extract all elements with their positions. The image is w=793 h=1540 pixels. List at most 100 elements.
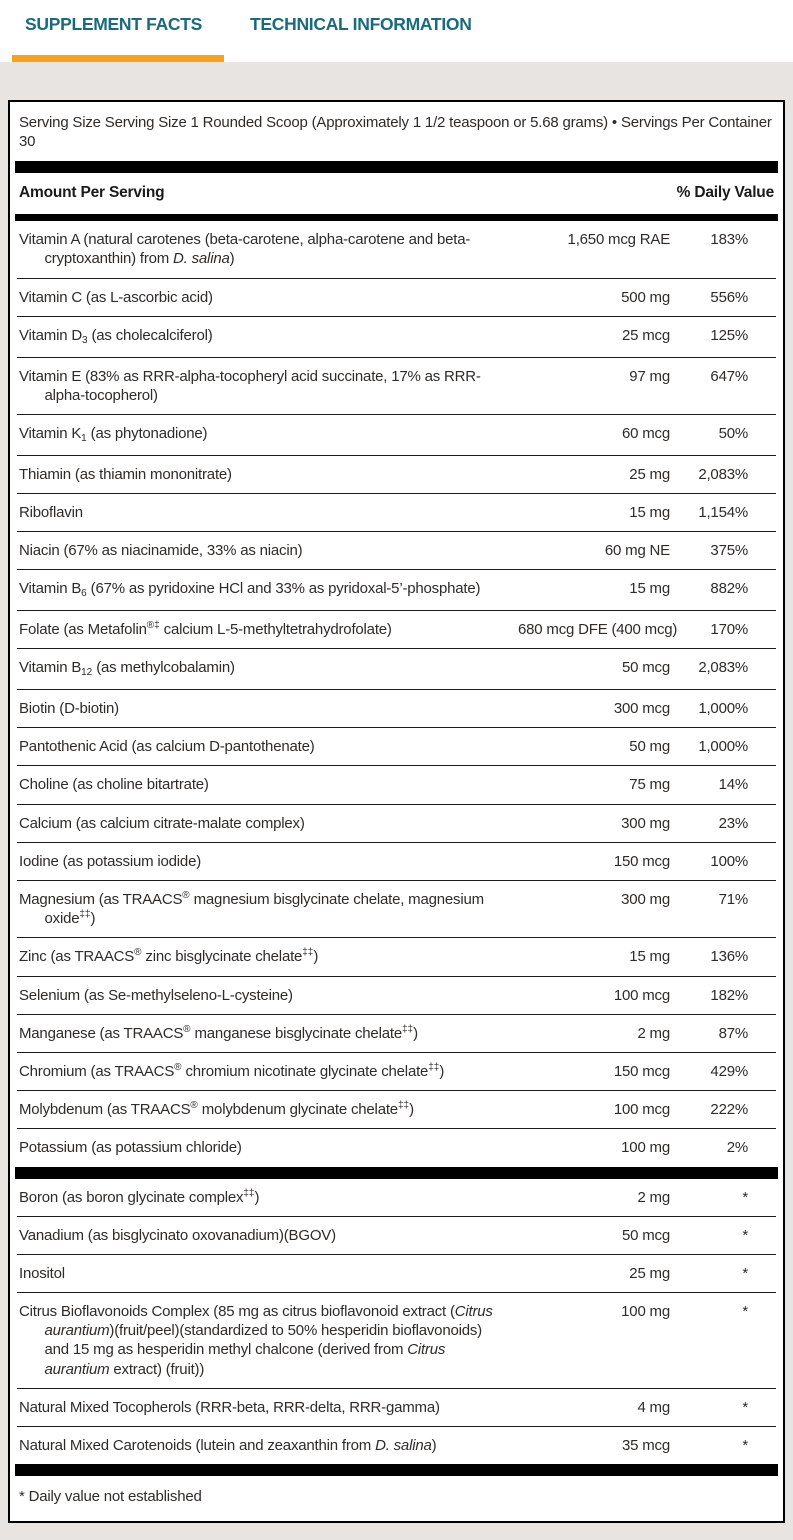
nutrient-daily-value: 1,154% — [698, 503, 748, 521]
nutrient-name: Vanadium (as bisglycinato oxovanadium)(B… — [19, 1226, 336, 1244]
table-row: Zinc (as TRAACS® zinc bisglycinate chela… — [17, 937, 776, 975]
table-row: Calcium (as calcium citrate-malate compl… — [17, 803, 776, 842]
nutrient-daily-value: 647% — [710, 367, 748, 385]
nutrient-amount: 300 mcg — [613, 700, 670, 718]
nutrient-amount: 75 mg — [629, 776, 670, 794]
table-row: Vitamin E (83% as RRR-alpha-tocopheryl a… — [17, 356, 776, 414]
nutrient-name: Folate (as Metafolin®‡ calcium L-5-methy… — [19, 620, 392, 639]
table-row: Chromium (as TRAACS® chromium nicotinate… — [17, 1051, 776, 1090]
section-divider-bar — [15, 214, 778, 222]
nutrient-name: Biotin (D-biotin) — [19, 700, 119, 718]
section-divider-bar — [15, 161, 778, 174]
tab-supplement-facts-label: SUPPLEMENT FACTS — [25, 14, 203, 34]
nutrient-amount: 2 mg — [637, 1188, 670, 1206]
supplement-facts-box: Serving Size Serving Size 1 Rounded Scoo… — [8, 100, 785, 1524]
nutrient-daily-value: 2% — [726, 1139, 748, 1157]
nutrient-name: Vitamin E (83% as RRR-alpha-tocopheryl a… — [19, 367, 481, 404]
nutrient-name: Thiamin (as thiamin mononitrate) — [19, 465, 232, 483]
tab-bar: SUPPLEMENT FACTS TECHNICAL INFORMATION — [0, 0, 793, 62]
nutrient-daily-value: * — [742, 1303, 748, 1321]
nutrient-daily-value: 222% — [710, 1101, 748, 1119]
tab-technical-information-label: TECHNICAL INFORMATION — [250, 14, 472, 34]
nutrient-amount: 300 mg — [621, 891, 670, 909]
nutrient-name: Vitamin B6 (67% as pyridoxine HCl and 33… — [19, 580, 481, 600]
table-header-row: Amount Per Serving % Daily Value — [17, 173, 776, 214]
table-row: Pantothenic Acid (as calcium D-pantothen… — [17, 727, 776, 765]
nutrient-amount: 25 mg — [629, 465, 670, 483]
nutrient-daily-value: * — [742, 1264, 748, 1282]
table-row: Vitamin A (natural carotenes (beta-carot… — [17, 221, 776, 277]
nutrient-name: Inositol — [19, 1264, 65, 1282]
nutrient-amount: 4 mg — [637, 1398, 670, 1416]
nutrient-daily-value: 1,000% — [698, 738, 748, 756]
nutrient-name: Zinc (as TRAACS® zinc bisglycinate chela… — [19, 947, 319, 966]
table-row: Vitamin C (as L-ascorbic acid) 500 mg 556% — [17, 277, 776, 316]
table-row: Inositol 25 mg * — [17, 1253, 776, 1292]
nutrient-name: Potassium (as potassium chloride) — [19, 1139, 242, 1157]
nutrient-daily-value: 100% — [710, 852, 748, 870]
table-row: Vitamin D3 (as cholecalciferol) 25 mcg 125… — [17, 315, 776, 357]
nutrient-amount: 60 mcg — [622, 424, 670, 442]
tab-supplement-facts[interactable]: SUPPLEMENT FACTS — [12, 14, 225, 62]
table-row: Vitamin B12 (as methylcobalamin) 50 mcg 2,… — [17, 648, 776, 689]
nutrient-daily-value: 87% — [718, 1024, 749, 1042]
table-row: Natural Mixed Tocopherols (RRR-beta, RRR… — [17, 1387, 776, 1426]
nutrient-name: Boron (as boron glycinate complex‡‡) — [19, 1187, 260, 1206]
nutrient-daily-value: 882% — [710, 580, 748, 598]
table-row: Vitamin B6 (67% as pyridoxine HCl and 33… — [17, 569, 776, 610]
nutrient-name: Vitamin B12 (as methylcobalamin) — [19, 659, 235, 679]
nutrient-amount: 680 mcg DFE (400 mcg) — [518, 621, 678, 639]
nutrient-name: Vitamin A (natural carotenes (beta-carot… — [19, 231, 471, 268]
table-row: Selenium (as Se-methylseleno-L-cysteine)… — [17, 975, 776, 1014]
table-row: Natural Mixed Carotenoids (lutein and ze… — [17, 1426, 776, 1464]
nutrient-amount: 15 mg — [629, 948, 670, 966]
nutrient-name: Vitamin K1 (as phytonadione) — [19, 424, 208, 444]
nutrient-name: Selenium (as Se-methylseleno-L-cysteine) — [19, 986, 293, 1004]
nutrient-daily-value: 375% — [710, 542, 748, 560]
nutrient-daily-value: 2,083% — [698, 465, 748, 483]
nutrient-amount: 300 mg — [621, 814, 670, 832]
nutrient-daily-value: 23% — [718, 814, 749, 832]
nutrient-amount: 25 mcg — [622, 326, 670, 344]
nutrient-name: Citrus Bioflavonoids Complex (85 mg as c… — [19, 1303, 493, 1378]
nutrient-amount: 50 mcg — [622, 659, 670, 677]
nutrient-amount: 100 mg — [621, 1139, 670, 1157]
nutrient-name: Choline (as choline bitartrate) — [19, 776, 209, 794]
table-row: Choline (as choline bitartrate) 75 mg 14% — [17, 765, 776, 803]
table-row: Folate (as Metafolin®‡ calcium L-5-methy… — [17, 610, 776, 648]
table-row: Biotin (D-biotin) 300 mcg 1,000% — [17, 689, 776, 727]
table-row: Vitamin K1 (as phytonadione) 60 mcg 50% — [17, 413, 776, 455]
nutrient-daily-value: 170% — [710, 621, 748, 639]
daily-value-footnote: * Daily value not established — [19, 1488, 202, 1506]
nutrient-amount: 500 mg — [621, 288, 670, 306]
nutrient-name: Natural Mixed Tocopherols (RRR-beta, RRR… — [19, 1398, 440, 1416]
nutrient-amount: 2 mg — [637, 1024, 670, 1042]
nutrient-name: Iodine (as potassium iodide) — [19, 852, 202, 870]
nutrient-amount: 35 mcg — [622, 1437, 670, 1455]
nutrient-name: Riboflavin — [19, 503, 83, 521]
nutrient-amount: 15 mg — [629, 503, 670, 521]
nutrient-name: Chromium (as TRAACS® chromium nicotinate… — [19, 1061, 445, 1080]
nutrient-name: Calcium (as calcium citrate-malate compl… — [19, 814, 305, 832]
nutrient-daily-value: 1,000% — [698, 700, 748, 718]
amount-per-serving-header: Amount Per Serving — [19, 184, 165, 202]
tab-technical-information[interactable]: TECHNICAL INFORMATION — [250, 14, 472, 62]
nutrient-amount: 25 mg — [629, 1264, 670, 1282]
nutrient-amount: 50 mcg — [622, 1226, 670, 1244]
nutrient-daily-value: 71% — [718, 891, 749, 909]
nutrient-name: Vitamin D3 (as cholecalciferol) — [19, 326, 213, 346]
section-divider-bar — [15, 1166, 778, 1179]
table-row: Citrus Bioflavonoids Complex (85 mg as c… — [17, 1292, 776, 1388]
table-row: Manganese (as TRAACS® manganese bisglyci… — [17, 1013, 776, 1052]
section-divider-bar — [15, 1464, 778, 1477]
nutrient-amount: 97 mg — [629, 367, 670, 385]
nutrient-rows-main: Vitamin A (natural carotenes (beta-carot… — [17, 221, 776, 1166]
table-row: Boron (as boron glycinate complex‡‡) 2 mg… — [17, 1179, 776, 1216]
table-row: Potassium (as potassium chloride) 100 mg 2… — [17, 1128, 776, 1166]
supplement-facts-panel: Serving Size Serving Size 1 Rounded Scoo… — [0, 62, 793, 1540]
nutrient-daily-value: * — [742, 1226, 748, 1244]
nutrient-name: Vitamin C (as L-ascorbic acid) — [19, 288, 213, 306]
nutrient-daily-value: 50% — [718, 424, 749, 442]
daily-value-header: % Daily Value — [676, 184, 775, 202]
nutrient-amount: 50 mg — [629, 738, 670, 756]
